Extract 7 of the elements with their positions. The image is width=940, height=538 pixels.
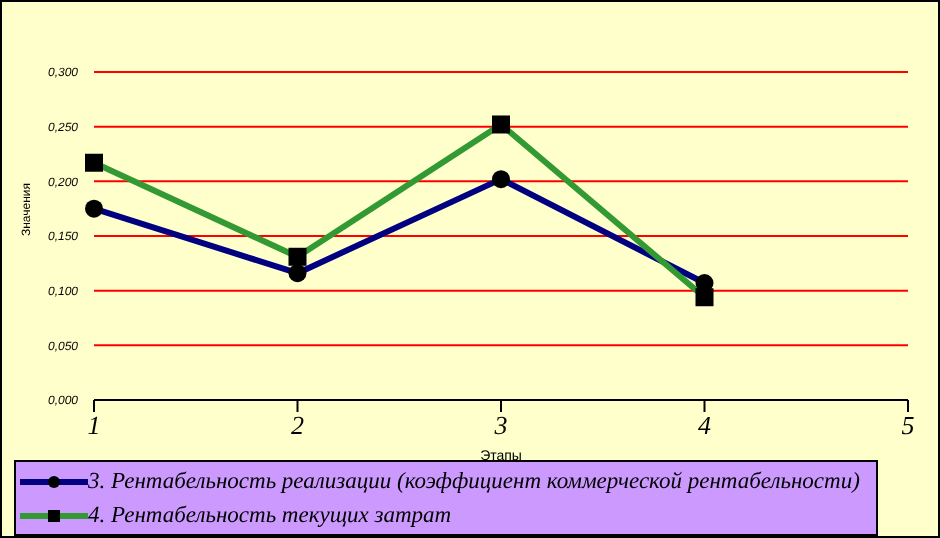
x-tick-label: 4 [698, 410, 712, 441]
legend-label: 3. Рентабельность реализации (коэффициент коммерческой рентабельности) [88, 469, 860, 493]
x-tick-label: 1 [87, 410, 101, 441]
x-tick-label: 3 [492, 410, 509, 441]
x-tick-label: 5 [901, 410, 916, 441]
x-tick-label: 2 [291, 410, 305, 441]
legend-label: 4. Рентабельность текущих затрат [88, 503, 452, 527]
